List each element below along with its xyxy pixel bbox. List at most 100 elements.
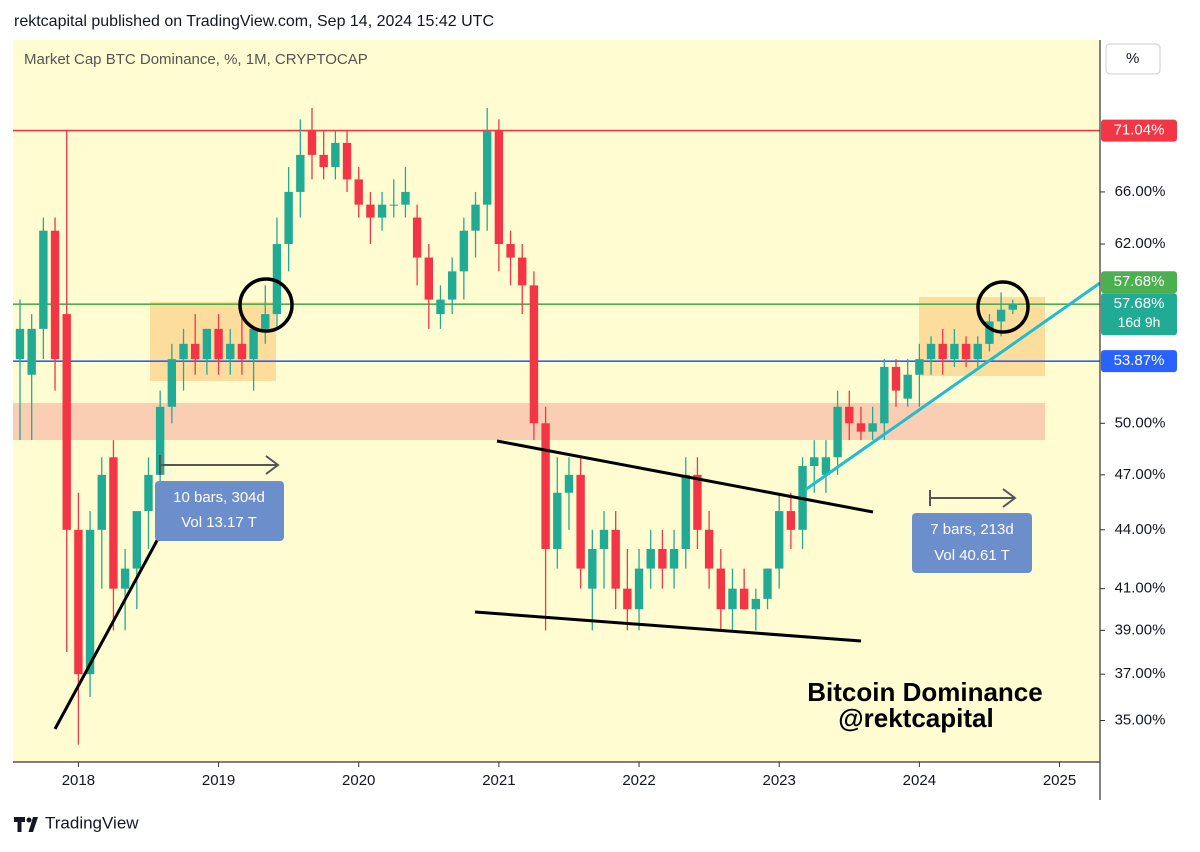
x-tick-label: 2022: [622, 772, 655, 789]
price-label: 71.04%: [1114, 122, 1165, 139]
candle-body: [214, 328, 223, 360]
trendline: [804, 281, 1101, 492]
candle-body: [938, 343, 947, 360]
candle-body: [296, 154, 305, 192]
candle-body: [39, 230, 48, 329]
candle-body: [412, 217, 422, 258]
x-tick-label: 2018: [62, 772, 95, 789]
candle-body: [191, 343, 200, 360]
candle-body: [401, 191, 410, 205]
candle-body: [319, 154, 328, 168]
x-tick-label: 2019: [202, 772, 235, 789]
candle-body: [167, 359, 177, 407]
trendline: [53, 534, 162, 730]
candle-body: [751, 598, 761, 610]
last-price-box: [1101, 293, 1177, 336]
chart-title: Market Cap BTC Dominance, %, 1M, CRYPTOC…: [24, 51, 368, 68]
y-tick-label: 37.00%: [1115, 665, 1166, 682]
candle-body: [307, 131, 317, 155]
measure-box: [155, 481, 284, 541]
candle-body: [284, 191, 293, 245]
candle-body: [237, 343, 247, 360]
highlight-circle: [976, 280, 1030, 334]
candle-body: [366, 204, 375, 218]
candle-body: [599, 529, 609, 549]
y-tick-label: 66.00%: [1115, 183, 1166, 200]
candle-body: [518, 257, 527, 286]
candle-body: [681, 474, 690, 549]
candle-body: [693, 474, 702, 530]
watermark: @rektcapital: [838, 703, 993, 733]
scale-button[interactable]: [1105, 43, 1161, 75]
candle-body: [833, 406, 842, 458]
candle-body: [85, 529, 95, 675]
candle-body: [74, 529, 83, 675]
candle-body: [810, 457, 819, 467]
candle-body: [611, 529, 620, 589]
brand-logo: [14, 817, 38, 832]
candle-body: [915, 359, 924, 375]
candle-body: [926, 343, 936, 360]
candle-body: [529, 285, 539, 424]
price-label: 57.68%: [1114, 273, 1165, 290]
y-tick-label: 35.00%: [1115, 711, 1166, 728]
price-label-box: [1101, 119, 1177, 142]
candle-body: [704, 529, 714, 569]
candle-body: [471, 204, 480, 231]
candle-body: [62, 314, 71, 530]
y-tick-label: 41.00%: [1115, 580, 1166, 597]
candle-body: [331, 142, 340, 168]
candle-body: [132, 511, 141, 569]
candle-body: [144, 474, 153, 512]
candle-body: [342, 142, 352, 180]
watermark: Bitcoin Dominance: [807, 677, 1042, 707]
y-axis-panel: [1100, 40, 1200, 800]
candle-body: [354, 179, 363, 205]
candle-body: [50, 230, 60, 360]
candle-body: [179, 343, 188, 360]
candle-body: [763, 568, 772, 599]
candle-body: [377, 204, 387, 218]
x-axis-panel: [13, 762, 1100, 800]
candle-body: [658, 548, 667, 569]
candle-body: [483, 131, 492, 205]
x-tick-label: 2025: [1043, 772, 1076, 789]
measure-box: [912, 513, 1032, 573]
candle-body: [155, 406, 165, 475]
candle-body: [553, 492, 562, 549]
candle-body: [389, 204, 398, 206]
candle-body: [985, 321, 994, 344]
x-tick-label: 2021: [482, 772, 515, 789]
candle-body: [669, 548, 679, 569]
y-tick-label: 62.00%: [1115, 235, 1166, 252]
candle-body: [447, 271, 457, 300]
brand: TradingView: [45, 813, 139, 832]
last-price-label: 57.68%: [1114, 295, 1165, 312]
candle-body: [588, 548, 597, 589]
candle-body: [845, 406, 854, 424]
candle-body: [226, 343, 235, 360]
candle-body: [272, 244, 282, 315]
x-tick-label: 2023: [763, 772, 796, 789]
candle-body: [576, 474, 585, 569]
y-tick-label: 50.00%: [1115, 414, 1166, 431]
trendline: [496, 439, 874, 514]
scale-button-label[interactable]: %: [1126, 50, 1139, 67]
candle-body: [1008, 304, 1017, 310]
highlight-circle: [238, 277, 294, 333]
candle-body: [202, 328, 212, 360]
candle-body: [880, 366, 889, 424]
candle-body: [903, 374, 912, 399]
measure-text: 10 bars, 304d: [173, 489, 265, 506]
candle-body: [646, 548, 655, 569]
candles: [15, 107, 1017, 745]
candle-body: [97, 474, 106, 530]
candle-body: [436, 299, 445, 315]
measure-text: Vol 13.17 T: [181, 514, 257, 531]
candle-body: [249, 328, 258, 360]
arrow: [929, 488, 1017, 508]
measure-text: 7 bars, 213d: [930, 521, 1013, 538]
candle-body: [716, 568, 725, 610]
